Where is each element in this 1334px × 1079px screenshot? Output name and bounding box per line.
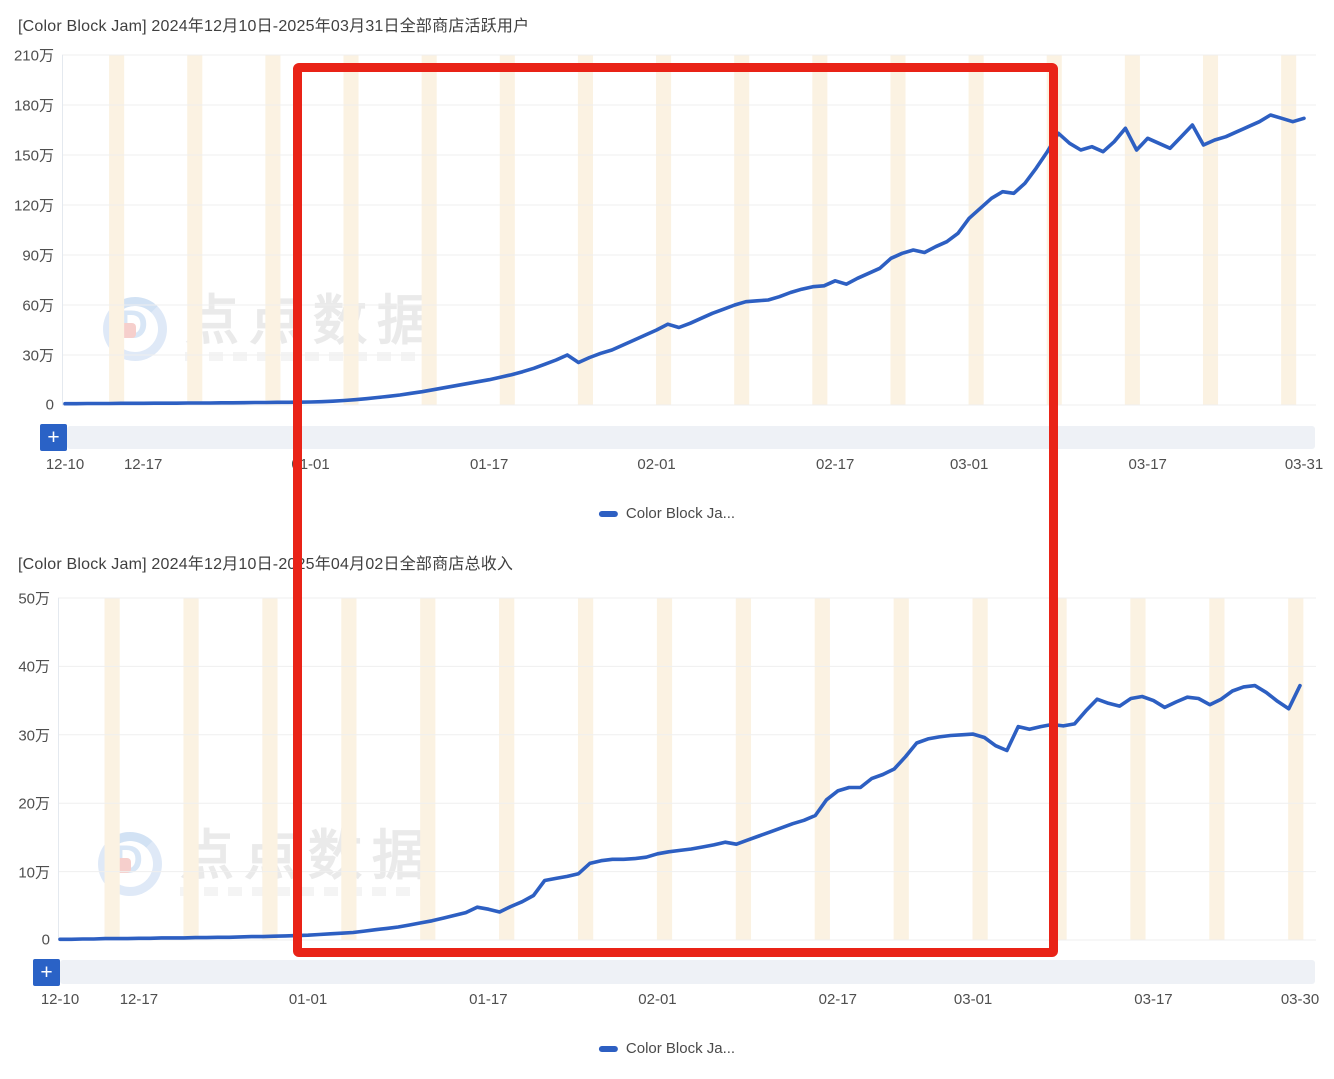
x-tick-label: 03-17 (1128, 456, 1167, 473)
weekend-band (577, 55, 593, 405)
x-tick-label: 01-17 (469, 456, 509, 473)
y-tick-label: 0 (45, 396, 54, 414)
y-tick-label: 180万 (13, 97, 54, 115)
weekend-band (890, 55, 906, 405)
legend-label: Color Block Ja... (625, 505, 736, 522)
x-tick-label: 12-10 (40, 991, 80, 1008)
x-tick-label: 01-01 (288, 991, 328, 1008)
weekend-band (109, 55, 125, 405)
legend-item[interactable]: Color Block Ja... (598, 1040, 736, 1057)
weekend-band (421, 55, 437, 405)
weekend-band (104, 598, 120, 940)
weekend-band (968, 55, 984, 405)
x-tick-label: 12-17 (123, 456, 163, 473)
weekend-band (265, 55, 281, 405)
x-tick-label: 03-31 (1284, 456, 1324, 473)
weekend-band (1281, 55, 1297, 405)
weekend-band (343, 55, 359, 405)
weekend-band (972, 598, 988, 940)
x-tick-label: 02-01 (637, 456, 676, 473)
x-tick-label: 03-01 (949, 456, 989, 473)
series-line (58, 683, 1302, 942)
legend-line-marker (598, 1045, 618, 1052)
x-tick-label: 01-17 (469, 991, 508, 1008)
x-tick-label: 12-10 (45, 456, 85, 473)
datazoom-slider[interactable] (67, 426, 1315, 449)
plot-area (62, 54, 1316, 406)
y-tick-label: 60万 (22, 297, 54, 315)
chart-title-total-revenue: [Color Block Jam] 2024年12月10日-2025年04月02… (18, 556, 514, 573)
y-tick-label: 50万 (18, 590, 50, 608)
weekend-band (812, 55, 828, 405)
x-tick-label: 03-17 (1134, 991, 1173, 1008)
y-tick-label: 30万 (22, 347, 54, 365)
weekend-band (734, 55, 750, 405)
y-tick-label: 10万 (18, 864, 50, 882)
weekend-band (420, 598, 436, 940)
legend-label: Color Block Ja... (625, 1040, 736, 1057)
y-tick-label: 120万 (13, 197, 54, 215)
chart-title-active-users: [Color Block Jam] 2024年12月10日-2025年03月31… (18, 18, 530, 35)
weekend-band (341, 598, 357, 940)
y-tick-label: 90万 (22, 247, 54, 265)
weekend-band (183, 598, 199, 940)
add-zoom-button[interactable]: + (40, 424, 67, 451)
x-tick-label: 03-30 (1280, 991, 1320, 1008)
add-zoom-button[interactable]: + (33, 959, 60, 986)
x-tick-label: 02-17 (816, 456, 855, 473)
weekend-band (1209, 598, 1225, 940)
weekend-band (499, 598, 515, 940)
weekend-band (656, 55, 672, 405)
weekend-band (499, 55, 515, 405)
legend-item[interactable]: Color Block Ja... (598, 505, 736, 522)
weekend-band (1130, 598, 1146, 940)
weekend-band (893, 598, 909, 940)
x-tick-label: 03-01 (953, 991, 993, 1008)
weekend-band (814, 598, 830, 940)
legend-line-marker (598, 510, 618, 517)
datazoom-slider[interactable] (60, 960, 1315, 984)
x-tick-label: 12-17 (119, 991, 159, 1008)
weekend-band (1288, 598, 1304, 940)
y-tick-label: 40万 (18, 658, 50, 676)
weekend-band (735, 598, 752, 940)
series-line (63, 113, 1306, 406)
weekend-band (262, 598, 278, 940)
y-tick-label: 150万 (13, 147, 54, 165)
weekend-band (187, 55, 203, 405)
y-tick-label: 0 (41, 931, 50, 949)
weekend-band (1124, 55, 1140, 405)
x-tick-label: 02-17 (818, 991, 857, 1008)
y-tick-label: 20万 (18, 795, 50, 813)
y-tick-label: 210万 (13, 47, 54, 65)
y-tick-label: 30万 (18, 727, 50, 745)
x-tick-label: 02-01 (638, 991, 677, 1008)
annotation-rectangle (293, 63, 1058, 957)
weekend-band (577, 598, 594, 940)
